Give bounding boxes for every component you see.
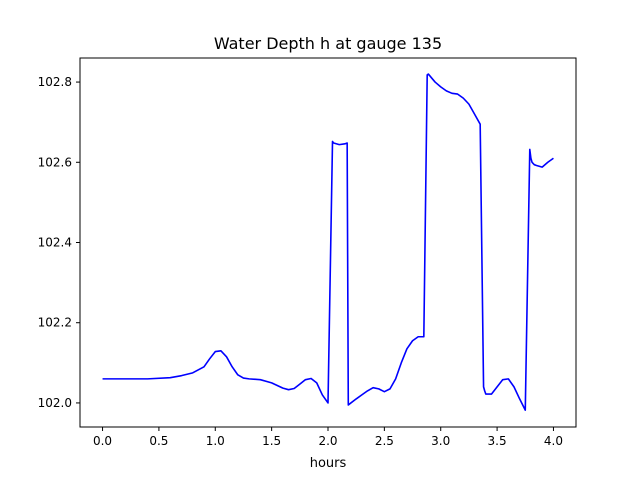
y-tick-label: 102.4: [38, 236, 72, 250]
y-tick-label: 102.2: [38, 316, 72, 330]
x-tick-label: 3.5: [488, 434, 507, 448]
x-tick-label: 2.5: [375, 434, 394, 448]
x-tick-label: 1.0: [206, 434, 225, 448]
series-line-0: [102, 73, 554, 411]
y-tick-label: 102.8: [38, 75, 72, 89]
y-axis: 102.0 102.2 102.4 102.6 102.8: [38, 75, 80, 410]
x-tick-label: 4.0: [544, 434, 563, 448]
x-tick-label: 2.0: [318, 434, 337, 448]
y-tick-label: 102.6: [38, 155, 72, 169]
x-tick-label: 3.0: [431, 434, 450, 448]
x-axis-label: hours: [310, 456, 347, 471]
y-tick-label: 102.0: [38, 396, 72, 410]
x-tick-label: 0.0: [93, 434, 112, 448]
x-tick-label: 0.5: [149, 434, 168, 448]
chart-title: Water Depth h at gauge 135: [214, 34, 442, 53]
x-axis: 0.0 0.5 1.0 1.5 2.0 2.5 3.0 3.5 4.0: [93, 427, 563, 448]
x-tick-label: 1.5: [262, 434, 281, 448]
